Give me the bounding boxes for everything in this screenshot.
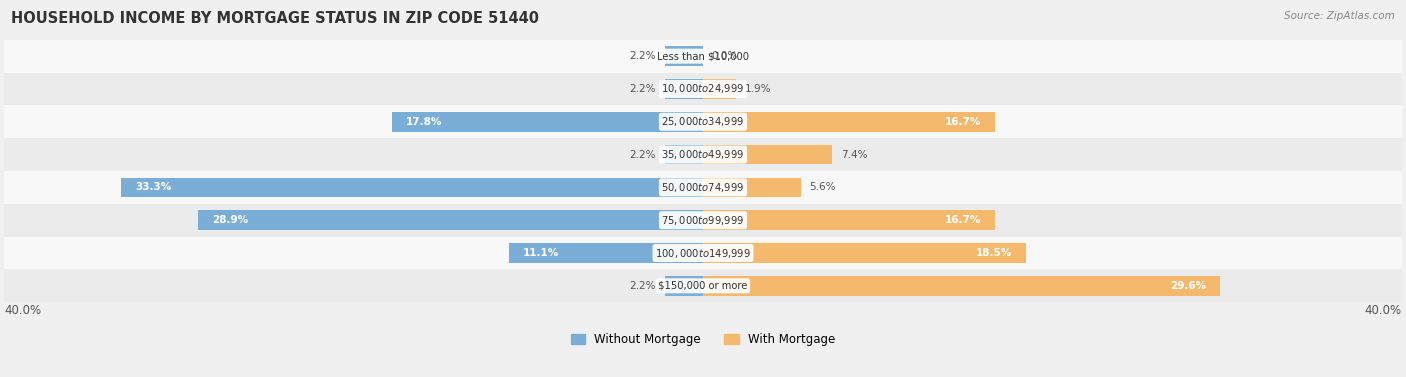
Bar bbox=[4, 40, 1402, 72]
Text: 33.3%: 33.3% bbox=[135, 182, 172, 192]
Text: $50,000 to $74,999: $50,000 to $74,999 bbox=[661, 181, 745, 194]
Bar bbox=[665, 46, 703, 66]
Bar bbox=[4, 138, 1402, 171]
Text: 2.2%: 2.2% bbox=[630, 84, 655, 94]
Bar bbox=[703, 79, 737, 99]
Text: 0.0%: 0.0% bbox=[711, 51, 738, 61]
Bar bbox=[392, 112, 703, 132]
Text: $150,000 or more: $150,000 or more bbox=[658, 281, 748, 291]
Text: Less than $10,000: Less than $10,000 bbox=[657, 51, 749, 61]
Bar bbox=[4, 105, 1402, 138]
Bar bbox=[665, 145, 703, 164]
Bar bbox=[703, 145, 832, 164]
Text: 11.1%: 11.1% bbox=[523, 248, 560, 258]
Bar bbox=[4, 204, 1402, 237]
Text: 40.0%: 40.0% bbox=[1365, 304, 1402, 317]
Bar bbox=[703, 178, 801, 197]
Bar bbox=[703, 243, 1026, 263]
Text: $10,000 to $24,999: $10,000 to $24,999 bbox=[661, 83, 745, 95]
Bar bbox=[665, 79, 703, 99]
Bar bbox=[4, 237, 1402, 270]
Bar bbox=[121, 178, 703, 197]
Text: 17.8%: 17.8% bbox=[406, 117, 443, 127]
Bar bbox=[703, 276, 1220, 296]
Bar bbox=[665, 276, 703, 296]
Bar bbox=[198, 210, 703, 230]
Text: 16.7%: 16.7% bbox=[945, 117, 981, 127]
Text: $25,000 to $34,999: $25,000 to $34,999 bbox=[661, 115, 745, 128]
Text: 2.2%: 2.2% bbox=[630, 51, 655, 61]
Text: Source: ZipAtlas.com: Source: ZipAtlas.com bbox=[1284, 11, 1395, 21]
Bar bbox=[703, 210, 995, 230]
Text: 18.5%: 18.5% bbox=[976, 248, 1012, 258]
Text: $100,000 to $149,999: $100,000 to $149,999 bbox=[655, 247, 751, 259]
Bar bbox=[509, 243, 703, 263]
Bar bbox=[4, 270, 1402, 302]
Text: $35,000 to $49,999: $35,000 to $49,999 bbox=[661, 148, 745, 161]
Text: 28.9%: 28.9% bbox=[212, 215, 249, 225]
Text: 16.7%: 16.7% bbox=[945, 215, 981, 225]
Bar bbox=[703, 112, 995, 132]
Text: 1.9%: 1.9% bbox=[745, 84, 772, 94]
Text: HOUSEHOLD INCOME BY MORTGAGE STATUS IN ZIP CODE 51440: HOUSEHOLD INCOME BY MORTGAGE STATUS IN Z… bbox=[11, 11, 540, 26]
Bar bbox=[4, 72, 1402, 105]
Text: 5.6%: 5.6% bbox=[810, 182, 837, 192]
Text: 7.4%: 7.4% bbox=[841, 150, 868, 159]
Legend: Without Mortgage, With Mortgage: Without Mortgage, With Mortgage bbox=[571, 333, 835, 346]
Text: 2.2%: 2.2% bbox=[630, 281, 655, 291]
Text: 29.6%: 29.6% bbox=[1170, 281, 1206, 291]
Text: $75,000 to $99,999: $75,000 to $99,999 bbox=[661, 214, 745, 227]
Bar bbox=[4, 171, 1402, 204]
Text: 40.0%: 40.0% bbox=[4, 304, 41, 317]
Text: 2.2%: 2.2% bbox=[630, 150, 655, 159]
